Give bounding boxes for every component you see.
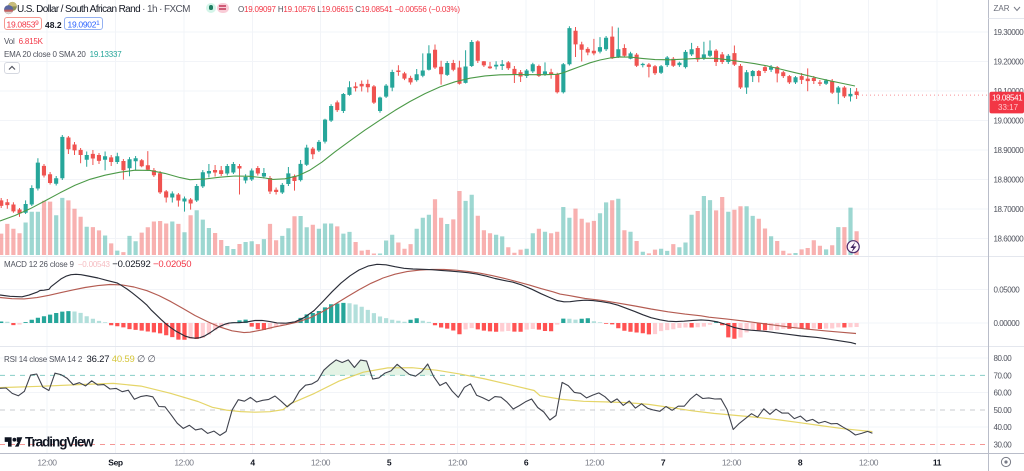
- svg-text:12:00: 12:00: [859, 458, 879, 468]
- svg-text:TradingView: TradingView: [25, 435, 94, 450]
- svg-text:7: 7: [661, 458, 666, 468]
- svg-text:0.00000: 0.00000: [994, 319, 1021, 328]
- svg-text:12:00: 12:00: [585, 458, 605, 468]
- svg-text:70.00: 70.00: [994, 371, 1013, 380]
- svg-text:0.05000: 0.05000: [994, 286, 1021, 295]
- svg-text:11: 11: [933, 458, 942, 468]
- svg-text:ZAR: ZAR: [994, 4, 1010, 13]
- svg-text:19.10000: 19.10000: [994, 87, 1024, 96]
- svg-text:19.20000: 19.20000: [994, 58, 1024, 67]
- svg-text:18.80000: 18.80000: [994, 176, 1024, 185]
- svg-text:Sep: Sep: [108, 458, 123, 468]
- svg-text:30.00: 30.00: [994, 441, 1013, 450]
- svg-text:12:00: 12:00: [448, 458, 468, 468]
- svg-text:19.30000: 19.30000: [994, 28, 1024, 37]
- svg-text:12:00: 12:00: [722, 458, 742, 468]
- svg-text:4: 4: [250, 458, 255, 468]
- svg-text:8: 8: [798, 458, 803, 468]
- svg-text:80.00: 80.00: [994, 354, 1013, 363]
- svg-text:12:00: 12:00: [174, 458, 194, 468]
- svg-text:18.70000: 18.70000: [994, 205, 1024, 214]
- svg-text:40.00: 40.00: [994, 423, 1013, 432]
- svg-text:18.90000: 18.90000: [994, 146, 1024, 155]
- svg-text:5: 5: [387, 458, 392, 468]
- svg-text:12:00: 12:00: [37, 458, 57, 468]
- svg-text:19.00000: 19.00000: [994, 117, 1024, 126]
- svg-text:18.60000: 18.60000: [994, 235, 1024, 244]
- svg-text:12:00: 12:00: [311, 458, 331, 468]
- svg-text:33:17: 33:17: [998, 103, 1019, 112]
- svg-text:50.00: 50.00: [994, 406, 1013, 415]
- svg-text:6: 6: [524, 458, 529, 468]
- svg-text:60.00: 60.00: [994, 389, 1013, 398]
- svg-text:19.08541: 19.08541: [992, 93, 1023, 102]
